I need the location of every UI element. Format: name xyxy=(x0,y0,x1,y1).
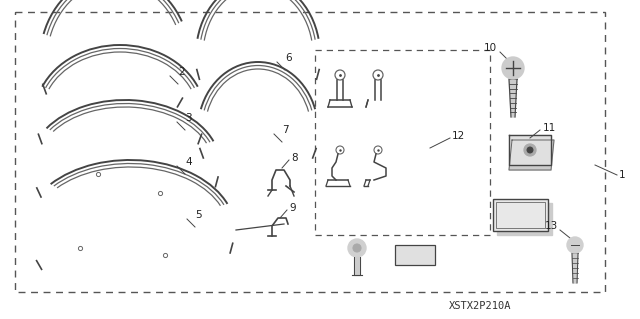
Circle shape xyxy=(524,144,536,156)
Circle shape xyxy=(502,57,524,79)
Bar xyxy=(315,50,490,235)
Bar xyxy=(495,202,545,228)
Circle shape xyxy=(527,147,533,153)
Text: 13: 13 xyxy=(545,221,558,231)
Text: 10: 10 xyxy=(484,43,497,53)
Bar xyxy=(493,199,547,231)
Polygon shape xyxy=(509,135,551,165)
Circle shape xyxy=(567,237,583,253)
Text: 11: 11 xyxy=(543,123,556,133)
Text: 1: 1 xyxy=(619,170,626,180)
Circle shape xyxy=(348,239,366,257)
Text: XSTX2P210A: XSTX2P210A xyxy=(449,301,511,311)
Text: 8: 8 xyxy=(291,153,298,163)
Polygon shape xyxy=(509,140,554,170)
Text: 3: 3 xyxy=(185,113,191,123)
Bar xyxy=(497,203,552,235)
Polygon shape xyxy=(509,79,517,117)
Text: 2: 2 xyxy=(178,67,184,77)
Bar xyxy=(395,245,435,265)
Circle shape xyxy=(353,244,361,252)
Text: 6: 6 xyxy=(285,53,292,63)
Text: 12: 12 xyxy=(452,131,465,141)
Text: 7: 7 xyxy=(282,125,289,135)
Polygon shape xyxy=(572,253,578,283)
Text: 4: 4 xyxy=(185,157,191,167)
Polygon shape xyxy=(354,257,360,275)
Text: 5: 5 xyxy=(195,210,202,220)
Bar xyxy=(15,12,605,292)
Text: 9: 9 xyxy=(289,203,296,213)
